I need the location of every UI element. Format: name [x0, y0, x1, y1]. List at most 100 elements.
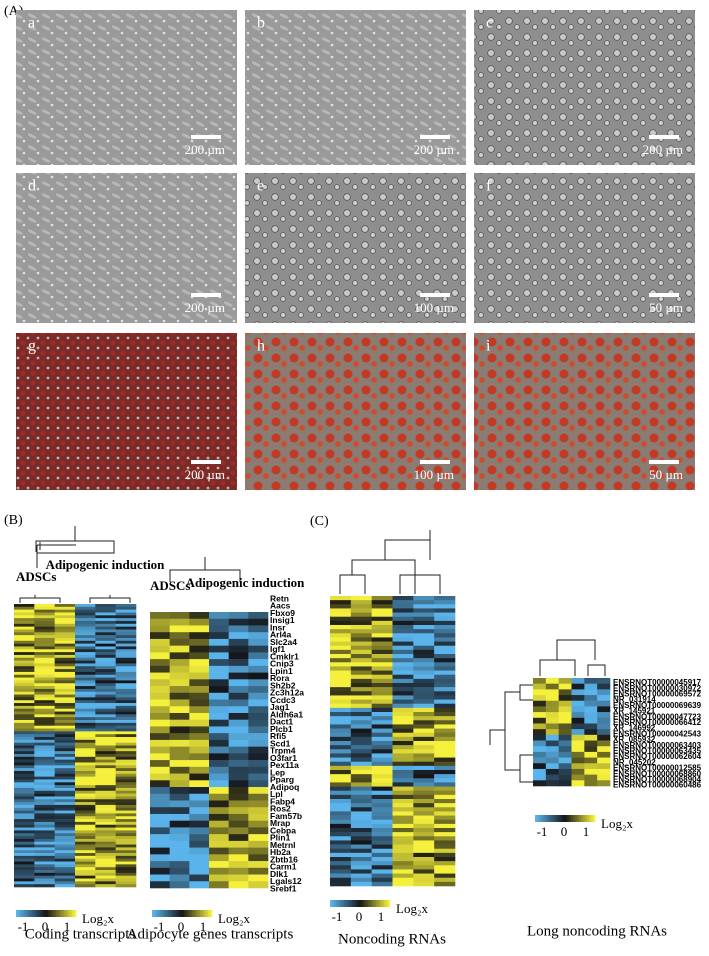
heatmap-cell: [330, 782, 352, 787]
heatmap-cell: [95, 705, 116, 710]
heatmap-cell: [115, 782, 137, 786]
heatmap-cell: [209, 679, 229, 687]
legend-swatch: [585, 815, 588, 822]
rna-label: ENSRNOT00000045917: [613, 678, 702, 687]
legend-tick: 0: [42, 919, 49, 934]
heatmap-cell: [115, 850, 137, 854]
heatmap-cell: [75, 850, 96, 854]
heatmap-cell: [115, 671, 137, 676]
heatmap-cell: [34, 700, 55, 704]
heatmap-cell: [150, 618, 170, 626]
heatmap-cell: [248, 719, 269, 727]
heatmap-cell: [413, 604, 435, 609]
legend-swatch: [557, 815, 560, 822]
heatmap-cell: [150, 719, 170, 727]
heatmap-cell: [34, 646, 55, 650]
heatmap-cell: [584, 712, 598, 719]
heatmap-cell: [350, 641, 372, 647]
heatmap-cell: [14, 717, 35, 721]
heatmap-cell: [34, 838, 55, 843]
heatmap-cell: [169, 787, 190, 795]
heatmap-cell: [54, 671, 76, 676]
heatmap-cell: [584, 774, 598, 781]
heatmap-cell: [228, 699, 249, 707]
heatmap-cell: [571, 678, 585, 684]
heatmap-cell: [228, 847, 249, 855]
legend-swatch: [545, 815, 548, 822]
heatmap-cell: [248, 733, 269, 741]
heatmap-cell: [54, 762, 76, 766]
heatmap-cell: [228, 659, 249, 667]
legend-swatch: [376, 900, 379, 907]
heatmap-cell: [189, 787, 210, 795]
heatmap-cell: [434, 761, 456, 767]
heatmap-cell: [34, 623, 55, 627]
heatmap-cell: [350, 790, 372, 796]
heatmap-cell: [350, 807, 372, 812]
legend-swatch: [156, 910, 159, 917]
heatmap-cell: [14, 722, 35, 726]
heatmap-cell: [54, 666, 76, 670]
legend-swatch: [573, 815, 576, 822]
heatmap-cell: [169, 766, 190, 774]
heatmap-cell: [248, 659, 269, 667]
heatmap-cell: [95, 875, 116, 879]
heatmap-cell: [371, 736, 393, 742]
heatmap-cell: [34, 669, 55, 673]
heatmap-cell: [248, 854, 269, 862]
heatmap-cell: [350, 720, 372, 725]
heatmap-cell: [413, 620, 435, 626]
heatmap-cell: [350, 811, 372, 816]
heatmap-cell: [350, 753, 372, 758]
heatmap-cell: [413, 720, 435, 725]
heatmap-cell: [392, 703, 414, 709]
heatmap-cell: [150, 652, 170, 660]
heatmap-cell: [189, 827, 210, 835]
heatmap-cell: [413, 848, 435, 854]
heatmap-cell: [14, 612, 35, 616]
heatmap-cell: [434, 600, 456, 605]
heatmap-cell: [95, 802, 116, 806]
heatmap-cell: [34, 643, 55, 647]
heatmap-cell: [54, 830, 76, 834]
heatmap-cell: [350, 670, 372, 676]
heatmap-cell: [413, 707, 435, 713]
heatmap-cell: [34, 714, 55, 718]
caption: Long noncoding RNAs: [527, 923, 667, 939]
heatmap-cell: [34, 615, 55, 619]
heatmap-cell: [34, 720, 55, 724]
heatmap-cell: [34, 878, 55, 882]
heatmap-cell: [34, 768, 55, 772]
heatmap-cell: [14, 669, 35, 673]
heatmap-cell: [75, 762, 96, 766]
heatmap-cell: [392, 815, 414, 821]
heatmap-cell: [189, 719, 210, 727]
heatmap-cell: [330, 832, 352, 837]
heatmap-cell: [248, 753, 269, 761]
gene-label: Ros2: [270, 804, 291, 814]
heatmap-cell: [150, 686, 170, 694]
heatmap-cell: [413, 815, 435, 821]
heatmap-cell: [413, 865, 435, 870]
heatmap-cell: [371, 832, 393, 837]
heatmap-cell: [189, 807, 210, 815]
legend-swatch: [184, 910, 187, 917]
heatmap-cell: [330, 857, 352, 862]
heatmap-cell: [209, 719, 229, 727]
heatmap-cell: [34, 753, 55, 758]
heatmap-cell: [209, 773, 229, 781]
heatmap-cell: [95, 604, 116, 608]
heatmap-cell: [34, 782, 55, 786]
heatmap-cell: [34, 683, 55, 687]
heatmap-cell: [434, 732, 456, 738]
heatmap-cell: [350, 844, 372, 850]
heatmap-cell: [434, 790, 456, 796]
heatmap-cell: [75, 884, 96, 888]
heatmap-cell: [54, 841, 76, 845]
heatmap-cell: [54, 629, 76, 633]
heatmap-cell: [75, 759, 96, 763]
heatmap-cell: [169, 881, 190, 889]
heatmap-cell: [54, 683, 76, 687]
heatmap-cell: [189, 867, 210, 875]
heatmap-cell: [34, 635, 55, 639]
